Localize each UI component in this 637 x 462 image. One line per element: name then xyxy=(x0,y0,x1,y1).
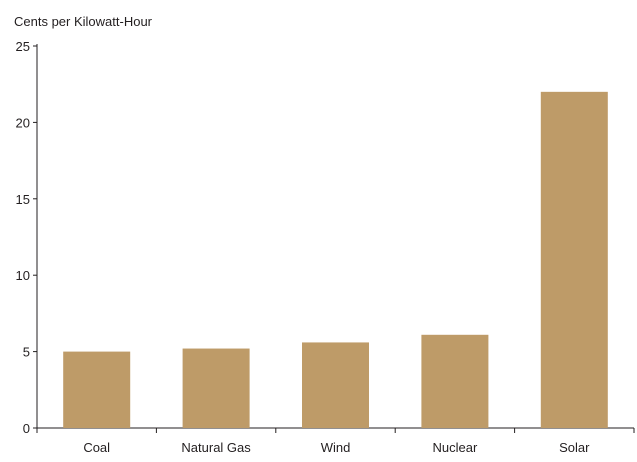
y-ticks: 0 5 10 15 20 25 xyxy=(16,39,37,436)
bar-natural-gas xyxy=(182,348,250,428)
bar-solar xyxy=(540,91,608,428)
bar-nuclear xyxy=(421,334,489,428)
y-tick-label: 25 xyxy=(16,39,30,54)
y-axis-label: Cents per Kilowatt-Hour xyxy=(14,14,153,29)
x-tick-label: Wind xyxy=(321,440,351,455)
bar-coal xyxy=(63,351,131,428)
x-tick-label: Natural Gas xyxy=(181,440,251,455)
bar-wind xyxy=(302,342,369,428)
y-tick-label: 5 xyxy=(23,345,30,360)
bars xyxy=(63,91,608,428)
x-tick-label: Solar xyxy=(559,440,590,455)
x-tick-label: Nuclear xyxy=(433,440,478,455)
y-tick-label: 0 xyxy=(23,421,30,436)
x-tick-label: Coal xyxy=(83,440,110,455)
y-tick-label: 20 xyxy=(16,115,30,130)
x-tick-labels: Coal Natural Gas Wind Nuclear Solar xyxy=(36,428,635,455)
y-tick-label: 10 xyxy=(16,268,30,283)
y-tick-label: 15 xyxy=(16,192,30,207)
